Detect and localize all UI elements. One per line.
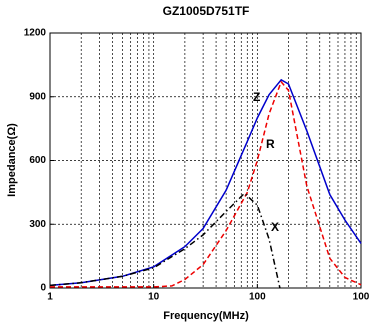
series-label: X [271, 220, 279, 234]
x-axis-label: Frequency(MHz) [163, 310, 249, 322]
series-line [50, 80, 362, 288]
series-line [49, 192, 281, 289]
y-tick-label: 300 [29, 219, 46, 230]
x-tick-label: 1 [47, 292, 53, 303]
y-tick-label: 0 [40, 283, 46, 294]
x-tick-label: 100 [249, 292, 266, 303]
y-axis-label: Impedance(Ω) [6, 123, 18, 197]
y-tick-label: 900 [29, 91, 46, 102]
series-label: Z [253, 90, 260, 104]
y-tick-label: 600 [29, 155, 46, 166]
x-tick-label: 100 [353, 292, 370, 303]
x-tick-label: 10 [148, 292, 160, 303]
series-line [49, 78, 362, 287]
y-tick-label: 1200 [24, 28, 47, 39]
chart-title: GZ1005D751TF [163, 4, 250, 18]
series-label: R [266, 137, 275, 151]
